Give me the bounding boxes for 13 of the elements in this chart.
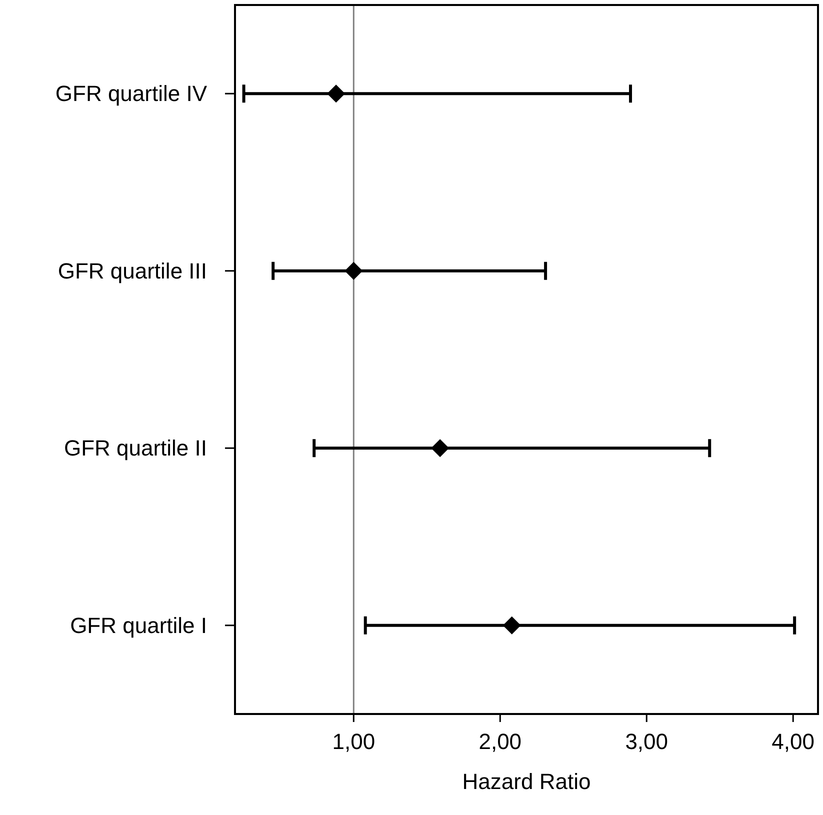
point [327,84,346,103]
x-tick-label: 2,00 [478,729,522,754]
point [431,439,450,458]
point [344,262,363,280]
x-axis-title: Hazard Ratio [462,769,591,794]
y-tick-label: GFR quartile III [58,258,207,284]
x-tick-label: 1,00 [332,729,376,754]
x-tick-label: 4,00 [772,729,815,754]
point [502,616,521,634]
y-tick-label: GFR quartile II [64,436,207,461]
y-tick-label: GFR quartile I [70,612,207,638]
y-tick-label: GFR quartile IV [55,81,208,106]
x-tick-label: 3,00 [625,729,668,754]
